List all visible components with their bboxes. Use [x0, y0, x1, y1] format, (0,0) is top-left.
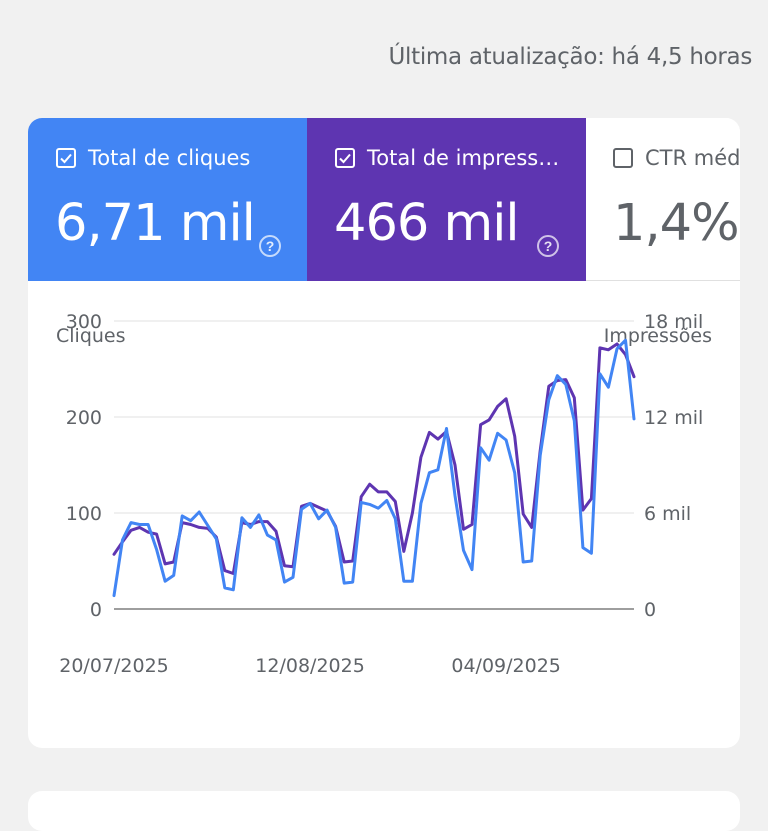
series-line-impressions — [112, 338, 636, 598]
x-tick-label: 20/07/2025 — [59, 655, 169, 677]
y-tick-left: 200 — [66, 407, 102, 429]
x-tick-label: 12/08/2025 — [255, 655, 365, 677]
y-tick-right: 6 mil — [644, 503, 691, 525]
help-icon[interactable]: ? — [537, 235, 559, 257]
y-tick-right: 18 mil — [644, 311, 703, 333]
checkbox-unchecked-icon[interactable] — [613, 148, 633, 168]
tile-ctr-label: CTR méd — [645, 146, 740, 170]
tile-average-ctr[interactable]: CTR méd 1,4% — [586, 118, 740, 281]
next-card — [28, 791, 740, 831]
performance-chart: Cliques Impressões 0 0 100 6 mil 200 12 mil 300 1… — [56, 311, 712, 677]
metric-tiles: Total de cliques 6,71 mil ? Total de imp… — [28, 118, 740, 281]
y-tick-right: 0 — [644, 599, 656, 621]
tile-clicks-label: Total de cliques — [88, 146, 251, 170]
tile-total-clicks[interactable]: Total de cliques 6,71 mil ? — [28, 118, 307, 281]
checkbox-checked-icon[interactable] — [335, 148, 355, 168]
y-tick-left: 100 — [66, 503, 102, 525]
tile-total-impressions[interactable]: Total de impress… 466 mil ? — [307, 118, 586, 281]
y-axis-left-title: Cliques — [56, 325, 126, 347]
help-icon[interactable]: ? — [259, 235, 281, 257]
tile-clicks-header: Total de cliques — [56, 146, 250, 170]
last-update-text: Última atualização: há 4,5 horas — [388, 44, 753, 70]
y-tick-right: 12 mil — [644, 407, 703, 429]
series-line-clicks — [112, 342, 636, 575]
tile-clicks-value: 6,71 mil — [55, 194, 256, 253]
performance-card: Total de cliques 6,71 mil ? Total de imp… — [28, 118, 740, 748]
tile-impressions-label: Total de impress… — [367, 146, 560, 170]
y-tick-left: 0 — [90, 599, 102, 621]
y-tick-left: 300 — [66, 311, 102, 333]
tile-impressions-header: Total de impress… — [335, 146, 559, 170]
tile-ctr-header: CTR méd — [613, 146, 740, 170]
tile-impressions-value: 466 mil — [334, 194, 520, 253]
y-axis-right-title: Impressões — [604, 325, 712, 347]
checkbox-checked-icon[interactable] — [56, 148, 76, 168]
tile-ctr-value: 1,4% — [613, 194, 740, 253]
x-tick-label: 04/09/2025 — [451, 655, 561, 677]
